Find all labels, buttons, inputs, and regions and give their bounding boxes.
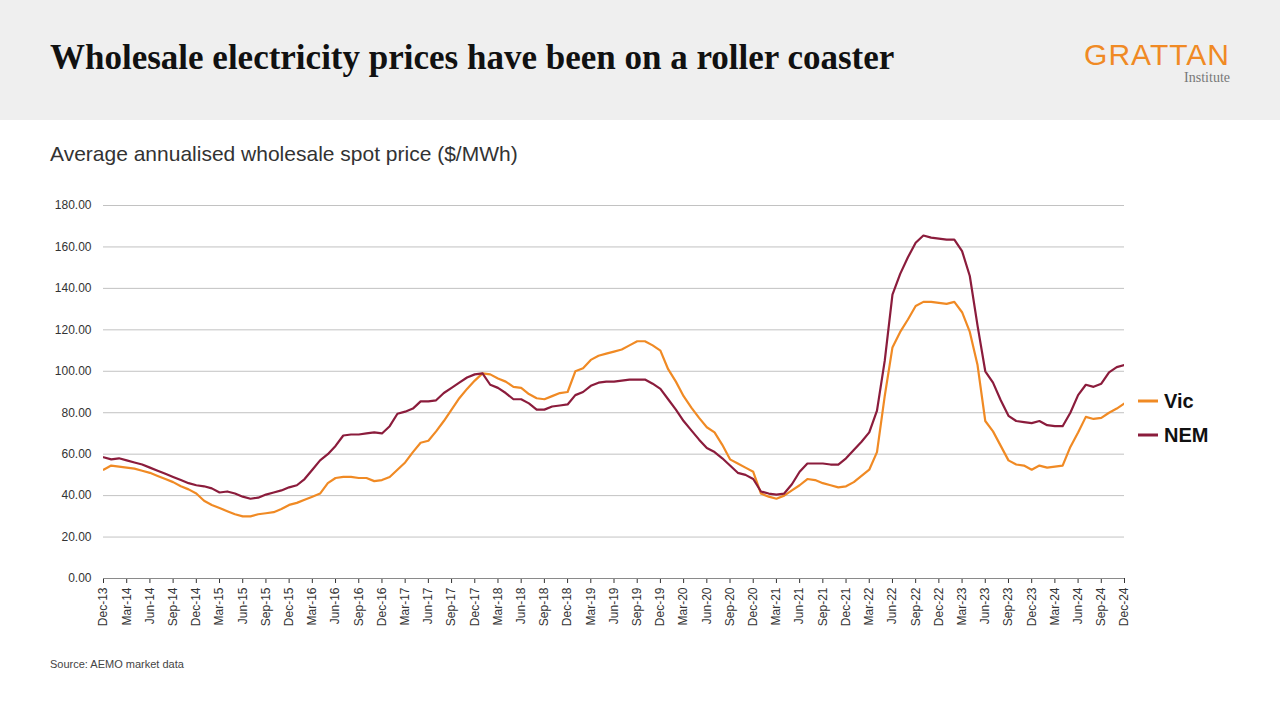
svg-text:100.00: 100.00	[55, 364, 92, 378]
svg-text:Jun-21: Jun-21	[792, 587, 806, 624]
svg-text:Mar-18: Mar-18	[491, 587, 505, 625]
svg-text:Jun-19: Jun-19	[607, 587, 621, 624]
svg-text:80.00: 80.00	[61, 406, 91, 420]
html-text:Wholesale electricity prices h: Wholesale electricity prices have been o…	[50, 38, 895, 77]
svg-text:Sep-14: Sep-14	[166, 587, 180, 626]
svg-text:Mar-19: Mar-19	[584, 587, 598, 625]
svg-text:Jun-15: Jun-15	[236, 587, 250, 624]
svg-text:Dec-19: Dec-19	[653, 587, 667, 626]
svg-text:Dec-23: Dec-23	[1025, 587, 1039, 626]
svg-text:Dec-16: Dec-16	[375, 587, 389, 626]
html-text:GRATTAN: GRATTAN	[1084, 38, 1230, 71]
svg-text:Dec-13: Dec-13	[96, 587, 110, 626]
svg-text:Sep-15: Sep-15	[259, 587, 273, 626]
svg-text:0.00: 0.00	[68, 571, 92, 585]
svg-text:Jun-18: Jun-18	[514, 587, 528, 624]
svg-text:120.00: 120.00	[55, 323, 92, 337]
svg-text:Jun-20: Jun-20	[700, 587, 714, 624]
html-text:Institute: Institute	[1184, 70, 1230, 85]
svg-text:Mar-15: Mar-15	[212, 587, 226, 625]
svg-text:60.00: 60.00	[61, 447, 91, 461]
svg-text:Dec-17: Dec-17	[468, 587, 482, 626]
svg-text:Mar-24: Mar-24	[1048, 587, 1062, 625]
html-text:Source: AEMO market data: Source: AEMO market data	[50, 658, 184, 670]
svg-text:Jun-22: Jun-22	[885, 587, 899, 624]
svg-text:Sep-18: Sep-18	[537, 587, 551, 626]
svg-text:Mar-21: Mar-21	[769, 587, 783, 625]
svg-text:Sep-21: Sep-21	[816, 587, 830, 626]
svg-text:Dec-22: Dec-22	[932, 587, 946, 626]
svg-text:Dec-24: Dec-24	[1117, 587, 1130, 626]
html-text:Vic: Vic	[1164, 389, 1194, 412]
svg-text:Mar-16: Mar-16	[305, 587, 319, 625]
svg-text:Jun-16: Jun-16	[328, 587, 342, 624]
svg-text:180.00: 180.00	[55, 198, 92, 212]
svg-text:Mar-20: Mar-20	[676, 587, 690, 625]
html-text:NEM: NEM	[1164, 423, 1209, 446]
svg-text:Dec-18: Dec-18	[560, 587, 574, 626]
svg-text:Jun-24: Jun-24	[1071, 587, 1085, 624]
svg-text:Sep-22: Sep-22	[908, 587, 922, 626]
svg-text:160.00: 160.00	[55, 240, 92, 254]
svg-text:Jun-14: Jun-14	[143, 587, 157, 624]
html-text:Average annualised wholesale s: Average annualised wholesale spot price …	[50, 142, 518, 165]
svg-text:Jun-17: Jun-17	[421, 587, 435, 624]
svg-text:Mar-23: Mar-23	[955, 587, 969, 625]
svg-text:Sep-17: Sep-17	[444, 587, 458, 626]
svg-text:Dec-21: Dec-21	[839, 587, 853, 626]
svg-text:Mar-17: Mar-17	[398, 587, 412, 625]
svg-text:Sep-19: Sep-19	[630, 587, 644, 626]
svg-text:Dec-15: Dec-15	[282, 587, 296, 626]
svg-text:Mar-22: Mar-22	[862, 587, 876, 625]
svg-text:Sep-16: Sep-16	[352, 587, 366, 626]
svg-text:Jun-23: Jun-23	[978, 587, 992, 624]
svg-text:Dec-20: Dec-20	[746, 587, 760, 626]
svg-text:Mar-14: Mar-14	[120, 587, 134, 625]
svg-text:20.00: 20.00	[61, 530, 91, 544]
svg-text:Sep-20: Sep-20	[723, 587, 737, 626]
svg-text:Dec-14: Dec-14	[189, 587, 203, 626]
svg-text:40.00: 40.00	[61, 488, 91, 502]
svg-text:Sep-23: Sep-23	[1001, 587, 1015, 626]
svg-text:140.00: 140.00	[55, 281, 92, 295]
svg-text:Sep-24: Sep-24	[1094, 587, 1108, 626]
